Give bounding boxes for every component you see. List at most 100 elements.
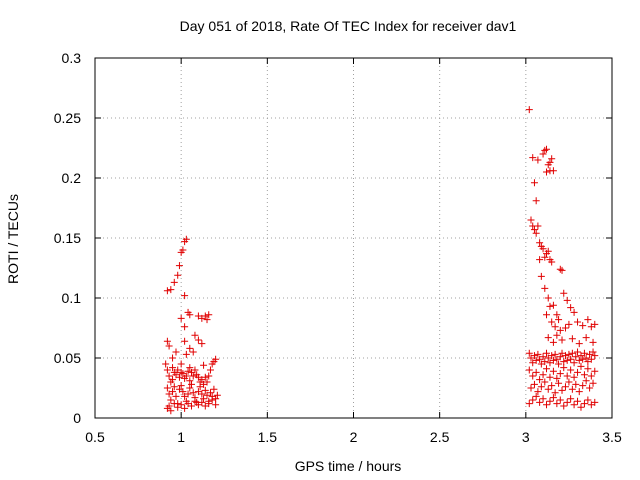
data-point: [206, 389, 214, 397]
data-point: [570, 401, 578, 409]
data-point: [163, 366, 171, 374]
data-point: [189, 389, 197, 397]
data-point: [169, 376, 177, 384]
data-point: [577, 362, 585, 370]
data-point: [563, 356, 571, 364]
data-points: [162, 106, 599, 415]
data-point: [534, 350, 542, 358]
data-point: [584, 396, 592, 404]
data-point: [580, 371, 588, 379]
data-point: [574, 397, 582, 405]
y-axis-label: ROTI / TECUs: [5, 194, 21, 284]
grid: [95, 58, 612, 418]
data-point: [556, 265, 564, 273]
y-tick-label: 0.2: [62, 170, 82, 186]
data-point: [181, 238, 189, 246]
data-point: [203, 378, 211, 386]
data-point: [167, 286, 175, 294]
y-tick-label: 0.3: [62, 50, 82, 66]
data-point: [541, 284, 549, 292]
data-point: [591, 367, 599, 375]
data-point: [546, 373, 554, 381]
data-point: [530, 226, 538, 234]
data-point: [541, 378, 549, 386]
data-point: [170, 278, 178, 286]
data-point: [553, 374, 561, 382]
y-tick-label: 0.05: [54, 350, 81, 366]
data-point: [543, 168, 551, 176]
data-point: [553, 331, 561, 339]
data-point: [188, 402, 196, 410]
data-point: [177, 382, 185, 390]
data-point: [532, 368, 540, 376]
data-point: [579, 322, 587, 330]
data-point: [575, 340, 583, 348]
data-point: [544, 294, 552, 302]
data-point: [570, 373, 578, 381]
data-point: [560, 289, 568, 297]
data-point: [575, 356, 583, 364]
data-point: [174, 271, 182, 279]
data-point: [558, 386, 566, 394]
data-point: [548, 382, 556, 390]
data-point: [191, 397, 199, 405]
data-point: [553, 400, 561, 408]
data-point: [560, 402, 568, 410]
y-tick-label: 0: [73, 410, 81, 426]
data-point: [548, 352, 556, 360]
data-point: [198, 398, 206, 406]
data-point: [563, 398, 571, 406]
data-point: [191, 331, 199, 339]
data-point: [529, 372, 537, 380]
data-point: [589, 379, 597, 387]
data-point: [201, 386, 209, 394]
data-point: [556, 370, 564, 378]
data-point: [162, 360, 170, 368]
data-point: [561, 324, 569, 332]
data-point: [181, 337, 189, 345]
data-point: [189, 372, 197, 380]
data-point: [543, 401, 551, 409]
plot-frame: [94, 57, 613, 419]
data-point: [555, 316, 563, 324]
data-point: [175, 373, 183, 381]
data-point: [551, 389, 559, 397]
data-point: [543, 145, 551, 153]
data-point: [549, 301, 557, 309]
x-tick-label: 2.5: [430, 429, 450, 445]
data-point: [563, 296, 571, 304]
data-point: [582, 377, 590, 385]
data-point: [539, 150, 547, 158]
data-point: [574, 368, 582, 376]
data-point: [212, 355, 220, 363]
data-point: [177, 360, 185, 368]
data-point: [544, 334, 552, 342]
data-point: [170, 400, 178, 408]
data-point: [181, 404, 189, 412]
data-point: [182, 350, 190, 358]
data-point: [549, 356, 557, 364]
data-point: [532, 197, 540, 205]
data-point: [553, 311, 561, 319]
data-point: [544, 247, 552, 255]
data-point: [205, 372, 213, 380]
data-point: [163, 384, 171, 392]
data-point: [196, 383, 204, 391]
data-point: [213, 391, 221, 399]
data-point: [577, 403, 585, 411]
data-point: [561, 352, 569, 360]
y-tick-label: 0.15: [54, 230, 81, 246]
data-point: [546, 302, 554, 310]
data-point: [181, 323, 189, 331]
data-point: [584, 316, 592, 324]
data-point: [560, 358, 568, 366]
data-point: [169, 388, 177, 396]
data-point: [565, 350, 573, 358]
data-point: [184, 390, 192, 398]
x-tick-label: 3.5: [602, 429, 622, 445]
data-point: [541, 253, 549, 261]
data-point: [200, 361, 208, 369]
data-point: [570, 359, 578, 367]
data-point: [186, 377, 194, 385]
data-point: [203, 316, 211, 324]
